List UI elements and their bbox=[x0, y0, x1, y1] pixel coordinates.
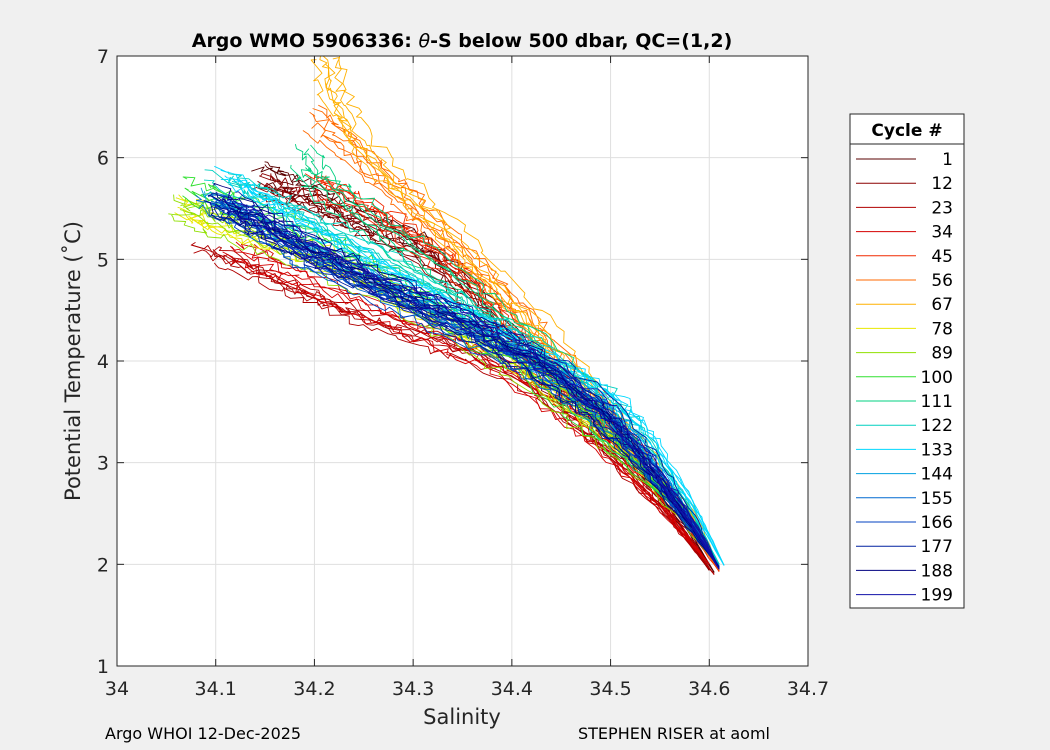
x-tick-label: 34.5 bbox=[589, 678, 631, 700]
legend-label: 34 bbox=[931, 223, 953, 243]
series-line bbox=[208, 208, 720, 568]
series-line bbox=[211, 206, 720, 569]
y-tick-label: 5 bbox=[97, 249, 109, 271]
legend: Cycle # 1 12 23 34 45 56 67 78 89 100 111 122 133 144… bbox=[849, 113, 965, 609]
x-tick-label: 34.4 bbox=[491, 678, 533, 700]
series-line bbox=[228, 191, 720, 570]
x-tick-label: 34.2 bbox=[293, 678, 335, 700]
y-tick-label: 6 bbox=[97, 148, 109, 170]
series-line bbox=[230, 245, 710, 565]
series-line bbox=[236, 218, 720, 570]
series-line bbox=[207, 195, 720, 568]
legend-label: 177 bbox=[921, 537, 953, 557]
legend-label: 78 bbox=[931, 319, 953, 339]
y-axis-label: Potential Temperature (˚C) bbox=[61, 221, 85, 501]
legend-box bbox=[849, 113, 965, 609]
legend-label: 111 bbox=[921, 392, 953, 412]
legend-label: 67 bbox=[931, 295, 953, 315]
legend-label: 188 bbox=[921, 561, 953, 581]
x-tick-label: 34.7 bbox=[787, 678, 829, 700]
x-axis-label: Salinity bbox=[423, 705, 501, 729]
legend-label: 133 bbox=[921, 440, 953, 460]
chart-title-suffix: -S below 500 dbar, QC=(1,2) bbox=[430, 30, 732, 52]
series-line bbox=[235, 191, 720, 569]
legend-label: 45 bbox=[931, 247, 953, 267]
chart-title-prefix: Argo WMO 5906336: bbox=[192, 30, 419, 52]
series-line bbox=[228, 183, 720, 565]
legend-label: 155 bbox=[921, 489, 953, 509]
legend-label: 122 bbox=[921, 416, 953, 436]
series-line bbox=[233, 180, 725, 566]
legend-label: 12 bbox=[931, 174, 953, 194]
series-line bbox=[193, 249, 715, 575]
y-tick-label: 2 bbox=[97, 554, 109, 576]
legend-items: 1 12 23 34 45 56 67 78 89 100 111 122 133 144 155 166 17… bbox=[856, 150, 953, 606]
legend-label: 199 bbox=[921, 586, 953, 606]
chart-title: Argo WMO 5906336: θ-S below 500 dbar, QC… bbox=[192, 30, 733, 52]
y-tick-label: 3 bbox=[97, 453, 109, 475]
series-line bbox=[247, 215, 720, 570]
x-tick-label: 34.3 bbox=[392, 678, 434, 700]
y-tick-label: 7 bbox=[97, 46, 109, 68]
x-tick-label: 34.6 bbox=[688, 678, 730, 700]
series-line bbox=[203, 199, 720, 568]
legend-label: 100 bbox=[921, 368, 953, 388]
series-line bbox=[235, 241, 710, 565]
series-line bbox=[236, 260, 710, 565]
x-tick-label: 34 bbox=[105, 678, 129, 700]
legend-label: 56 bbox=[931, 271, 953, 291]
series-199 bbox=[223, 191, 720, 570]
series-line bbox=[223, 197, 720, 570]
legend-label: 144 bbox=[921, 465, 953, 485]
chart-title-theta: θ bbox=[418, 30, 430, 52]
series-group bbox=[168, 55, 725, 575]
legend-label: 23 bbox=[931, 198, 953, 218]
x-tick-label: 34.1 bbox=[195, 678, 237, 700]
legend-title: Cycle # bbox=[871, 121, 942, 141]
footer-right-credit: STEPHEN RISER at aoml bbox=[578, 724, 770, 743]
y-tick-label: 1 bbox=[97, 656, 109, 678]
legend-label: 166 bbox=[921, 513, 953, 533]
y-tick-label: 4 bbox=[97, 351, 109, 373]
footer-left-credit: Argo WHOI 12-Dec-2025 bbox=[105, 724, 302, 743]
legend-label: 89 bbox=[931, 344, 953, 364]
legend-label: 1 bbox=[942, 150, 953, 170]
series-line bbox=[238, 178, 725, 566]
